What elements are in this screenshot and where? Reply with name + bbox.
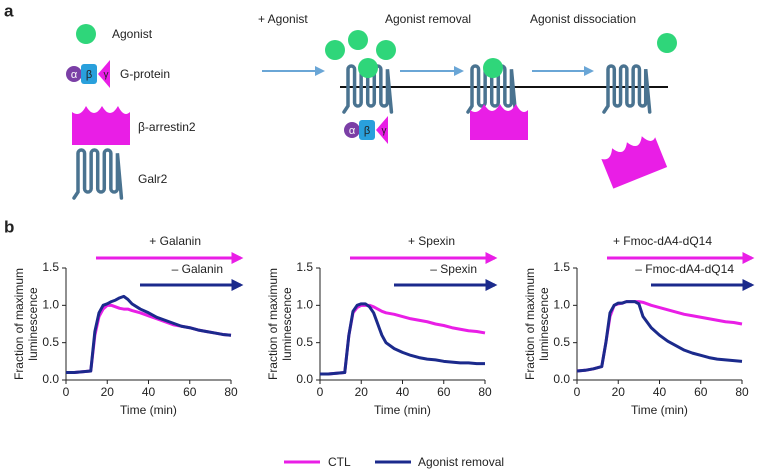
legend-label: Agonist bbox=[112, 27, 153, 41]
agonist-icon bbox=[76, 24, 96, 44]
agonist bbox=[657, 33, 677, 53]
receptor-shape bbox=[602, 64, 652, 114]
agonist bbox=[376, 40, 396, 60]
panel-label: b bbox=[4, 217, 14, 236]
subunit-label: γ bbox=[104, 70, 109, 81]
arrestin bbox=[601, 136, 668, 189]
gamma-subunit bbox=[376, 116, 388, 144]
y-axis-label: Fraction of maximum bbox=[523, 268, 537, 380]
step-label: Agonist removal bbox=[385, 12, 471, 26]
agonist bbox=[483, 58, 503, 78]
y-tick-label: 1.5 bbox=[553, 260, 570, 274]
receptor-shape bbox=[72, 148, 124, 200]
annotation: – Galanin bbox=[172, 262, 223, 276]
x-tick-label: 20 bbox=[101, 385, 115, 399]
legend-label: Agonist removal bbox=[418, 455, 504, 469]
y-tick-label: 1.0 bbox=[296, 298, 313, 312]
beta-subunit bbox=[359, 120, 375, 140]
receptor bbox=[342, 64, 394, 114]
x-tick-label: 80 bbox=[224, 385, 238, 399]
receptor-shape bbox=[342, 64, 394, 114]
y-axis-label: luminescence bbox=[280, 287, 294, 361]
arrestin-icon bbox=[72, 106, 130, 145]
subunit-label: β bbox=[86, 69, 92, 81]
x-tick-label: 80 bbox=[478, 385, 492, 399]
legend-label: β-arrestin2 bbox=[138, 120, 196, 134]
y-tick-label: 0.0 bbox=[296, 372, 313, 386]
legend-label: CTL bbox=[328, 455, 351, 469]
x-tick-label: 20 bbox=[612, 385, 626, 399]
y-tick-label: 0.0 bbox=[553, 372, 570, 386]
y-tick-label: 1.0 bbox=[553, 298, 570, 312]
x-tick-label: 20 bbox=[355, 385, 369, 399]
annotation: + Fmoc-dA4-dQ14 bbox=[613, 234, 712, 248]
agonist bbox=[348, 30, 368, 50]
x-tick-label: 0 bbox=[574, 385, 581, 399]
subunit-label: α bbox=[349, 125, 356, 137]
step-label: Agonist dissociation bbox=[530, 12, 636, 26]
alpha-subunit bbox=[66, 66, 82, 82]
x-tick-label: 80 bbox=[735, 385, 749, 399]
y-axis-label: luminescence bbox=[537, 287, 551, 361]
y-tick-label: 0.5 bbox=[296, 335, 313, 349]
y-tick-label: 1.5 bbox=[42, 260, 59, 274]
beta-subunit bbox=[81, 64, 97, 84]
legend-label: G-protein bbox=[120, 67, 170, 81]
gamma-subunit bbox=[98, 60, 110, 88]
annotation: + Spexin bbox=[408, 234, 455, 248]
subunit-label: α bbox=[71, 69, 78, 81]
x-tick-label: 0 bbox=[63, 385, 70, 399]
x-tick-label: 60 bbox=[183, 385, 197, 399]
y-tick-label: 0.5 bbox=[42, 335, 59, 349]
receptor bbox=[602, 64, 652, 114]
x-tick-label: 40 bbox=[396, 385, 410, 399]
data-line bbox=[576, 300, 743, 373]
data-line bbox=[320, 302, 485, 376]
y-tick-label: 0.5 bbox=[553, 335, 570, 349]
panel-label: a bbox=[4, 1, 14, 20]
y-tick-label: 0.0 bbox=[42, 372, 59, 386]
legend-label: Galr2 bbox=[138, 172, 168, 186]
subunit-label: γ bbox=[382, 126, 387, 137]
annotation: – Spexin bbox=[430, 262, 477, 276]
step-label: + Agonist bbox=[258, 12, 308, 26]
x-axis-label: Time (min) bbox=[120, 403, 177, 417]
alpha-subunit bbox=[344, 122, 360, 138]
arrestin bbox=[470, 104, 528, 140]
data-line bbox=[66, 294, 232, 375]
y-tick-label: 1.0 bbox=[42, 298, 59, 312]
y-axis-label: Fraction of maximum bbox=[12, 268, 26, 380]
agonist bbox=[358, 58, 378, 78]
x-axis-label: Time (min) bbox=[631, 403, 688, 417]
receptor-icon bbox=[72, 148, 124, 200]
annotation: + Galanin bbox=[149, 234, 201, 248]
subunit-label: β bbox=[364, 125, 370, 137]
x-tick-label: 60 bbox=[694, 385, 708, 399]
x-tick-label: 40 bbox=[653, 385, 667, 399]
agonist bbox=[325, 40, 345, 60]
x-tick-label: 60 bbox=[437, 385, 451, 399]
x-axis-label: Time (min) bbox=[374, 403, 431, 417]
x-tick-label: 40 bbox=[142, 385, 156, 399]
y-tick-label: 1.5 bbox=[296, 260, 313, 274]
y-axis-label: luminescence bbox=[26, 287, 40, 361]
receptor-shape bbox=[466, 64, 518, 114]
y-axis-label: Fraction of maximum bbox=[266, 268, 280, 380]
annotation: – Fmoc-dA4-dQ14 bbox=[635, 262, 734, 276]
x-tick-label: 0 bbox=[317, 385, 324, 399]
receptor bbox=[466, 64, 518, 114]
